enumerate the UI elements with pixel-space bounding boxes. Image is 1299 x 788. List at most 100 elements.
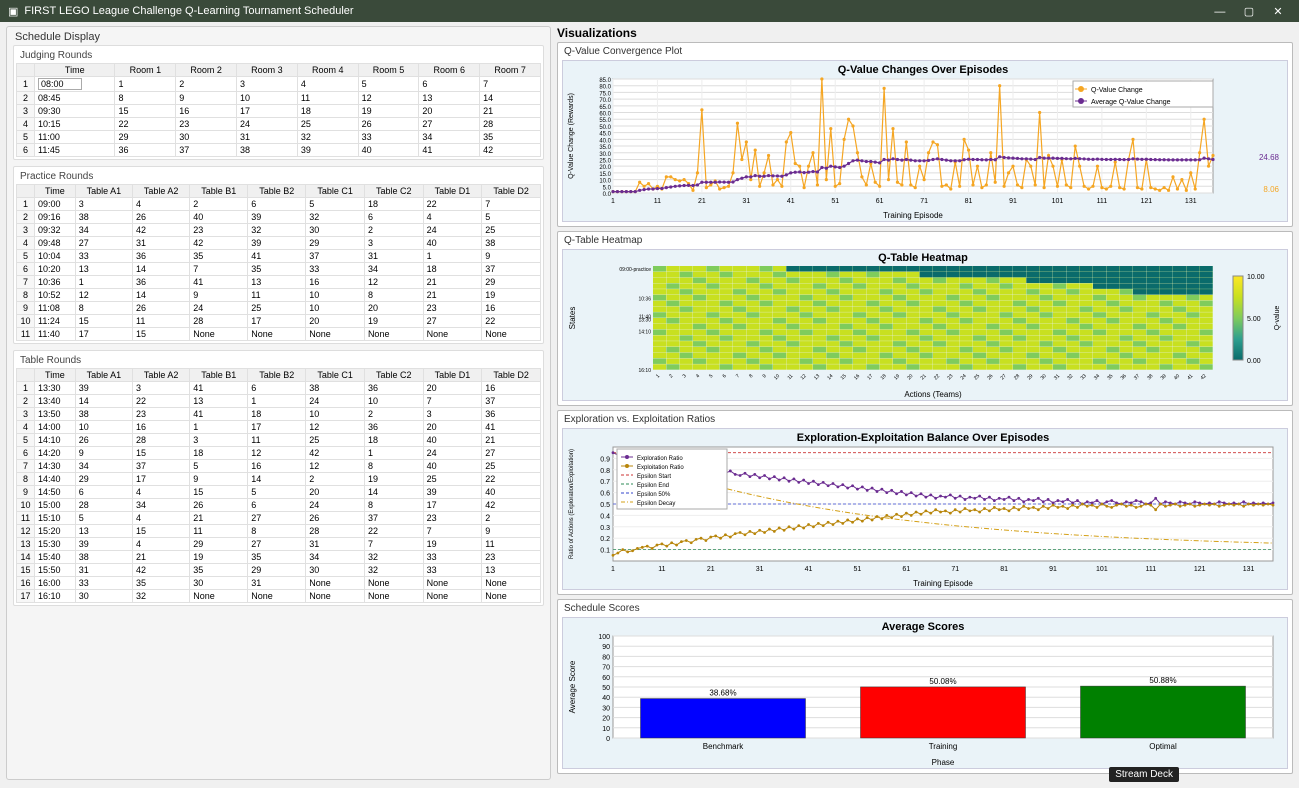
value-cell[interactable]: 41 — [419, 144, 480, 157]
value-cell[interactable]: 7 — [480, 77, 541, 92]
value-cell[interactable]: 36 — [115, 144, 176, 157]
value-cell[interactable]: 33 — [423, 551, 482, 564]
close-button[interactable]: ✕ — [1265, 5, 1291, 18]
value-cell[interactable]: 3 — [75, 198, 132, 211]
value-cell[interactable]: 11 — [190, 525, 248, 538]
value-cell[interactable]: 19 — [364, 473, 423, 486]
value-cell[interactable]: 4 — [133, 512, 190, 525]
value-cell[interactable]: 20 — [423, 421, 482, 434]
value-cell[interactable]: 22 — [482, 473, 541, 486]
table-row[interactable]: 510:0433363541373119 — [17, 250, 541, 263]
value-cell[interactable]: 30 — [190, 577, 248, 590]
value-cell[interactable]: 2 — [190, 198, 248, 211]
value-cell[interactable]: 10 — [75, 421, 132, 434]
table-row[interactable]: 309:3015161718192021 — [17, 105, 541, 118]
value-cell[interactable]: 5 — [190, 460, 248, 473]
value-cell[interactable]: 25 — [248, 302, 306, 315]
time-cell[interactable]: 13:50 — [35, 408, 76, 421]
time-cell[interactable]: 14:20 — [35, 447, 76, 460]
value-cell[interactable]: 32 — [306, 211, 365, 224]
value-cell[interactable]: 18 — [364, 198, 423, 211]
table-row[interactable]: 1115:105421272637232 — [17, 512, 541, 525]
value-cell[interactable]: 31 — [75, 564, 132, 577]
value-cell[interactable]: 23 — [482, 551, 541, 564]
value-cell[interactable]: 21 — [133, 551, 190, 564]
value-cell[interactable]: None — [306, 328, 365, 341]
value-cell[interactable]: 36 — [133, 250, 190, 263]
value-cell[interactable]: 35 — [248, 263, 306, 276]
value-cell[interactable]: 26 — [75, 434, 132, 447]
value-cell[interactable]: 3 — [237, 77, 298, 92]
table-row[interactable]: 208:45891011121314 — [17, 92, 541, 105]
time-cell[interactable]: 09:16 — [35, 211, 76, 224]
table-row[interactable]: 109:003426518227 — [17, 198, 541, 211]
value-cell[interactable]: 19 — [423, 538, 482, 551]
time-cell[interactable]: 16:00 — [35, 577, 76, 590]
time-cell[interactable]: 13:40 — [35, 395, 76, 408]
value-cell[interactable]: 33 — [75, 250, 132, 263]
value-cell[interactable]: 16 — [482, 302, 541, 315]
value-cell[interactable]: 31 — [364, 250, 423, 263]
value-cell[interactable]: 20 — [306, 315, 365, 328]
minimize-button[interactable]: — — [1207, 6, 1233, 18]
value-cell[interactable]: 32 — [133, 590, 190, 603]
value-cell[interactable]: 24 — [190, 302, 248, 315]
value-cell[interactable]: 14 — [364, 486, 423, 499]
value-cell[interactable]: 30 — [306, 564, 365, 577]
value-cell[interactable]: 42 — [482, 499, 541, 512]
value-cell[interactable]: 20 — [364, 302, 423, 315]
value-cell[interactable]: 5 — [482, 211, 541, 224]
value-cell[interactable]: 13 — [248, 276, 306, 289]
value-cell[interactable]: 19 — [364, 315, 423, 328]
value-cell[interactable]: 18 — [423, 263, 482, 276]
table-row[interactable]: 514:10262831125184021 — [17, 434, 541, 447]
time-cell[interactable]: 14:50 — [35, 486, 76, 499]
value-cell[interactable]: 33 — [306, 263, 365, 276]
value-cell[interactable]: 20 — [419, 105, 480, 118]
value-cell[interactable]: 40 — [190, 211, 248, 224]
value-cell[interactable]: 18 — [364, 434, 423, 447]
value-cell[interactable]: 1 — [248, 395, 306, 408]
table-row[interactable]: 810:5212149111082119 — [17, 289, 541, 302]
value-cell[interactable]: 6 — [248, 499, 306, 512]
value-cell[interactable]: 34 — [75, 460, 132, 473]
value-cell[interactable]: 17 — [248, 421, 306, 434]
value-cell[interactable]: 33 — [423, 564, 482, 577]
value-cell[interactable]: 10 — [237, 92, 298, 105]
value-cell[interactable]: 1 — [115, 77, 176, 92]
value-cell[interactable]: 2 — [306, 473, 365, 486]
value-cell[interactable]: 10 — [306, 408, 365, 421]
value-cell[interactable]: 23 — [190, 224, 248, 237]
table-row[interactable]: 313:5038234118102336 — [17, 408, 541, 421]
value-cell[interactable]: 11 — [248, 289, 306, 302]
value-cell[interactable]: 39 — [423, 486, 482, 499]
value-cell[interactable]: 24 — [306, 499, 365, 512]
value-cell[interactable]: 7 — [482, 198, 541, 211]
value-cell[interactable]: None — [364, 328, 423, 341]
value-cell[interactable]: 30 — [176, 131, 237, 144]
value-cell[interactable]: 18 — [248, 408, 306, 421]
value-cell[interactable]: 29 — [248, 564, 306, 577]
value-cell[interactable]: 8 — [364, 460, 423, 473]
table-row[interactable]: 814:4029179142192522 — [17, 473, 541, 486]
value-cell[interactable]: 40 — [423, 460, 482, 473]
value-cell[interactable]: 40 — [423, 237, 482, 250]
value-cell[interactable]: 39 — [75, 382, 132, 395]
value-cell[interactable]: 28 — [133, 434, 190, 447]
table-row[interactable]: 409:48273142392934038 — [17, 237, 541, 250]
value-cell[interactable]: 24 — [423, 224, 482, 237]
value-cell[interactable]: 4 — [297, 77, 358, 92]
value-cell[interactable]: 1 — [190, 421, 248, 434]
value-cell[interactable]: None — [190, 328, 248, 341]
value-cell[interactable]: 29 — [115, 131, 176, 144]
value-cell[interactable]: 32 — [297, 131, 358, 144]
value-cell[interactable]: 14 — [480, 92, 541, 105]
value-cell[interactable]: 39 — [75, 538, 132, 551]
value-cell[interactable]: 19 — [190, 551, 248, 564]
value-cell[interactable]: 12 — [306, 460, 365, 473]
value-cell[interactable]: 29 — [75, 473, 132, 486]
value-cell[interactable]: 38 — [75, 211, 132, 224]
value-cell[interactable]: 3 — [133, 382, 190, 395]
practice-table[interactable]: TimeTable A1Table A2Table B1Table B2Tabl… — [16, 184, 541, 341]
value-cell[interactable]: 42 — [306, 447, 365, 460]
